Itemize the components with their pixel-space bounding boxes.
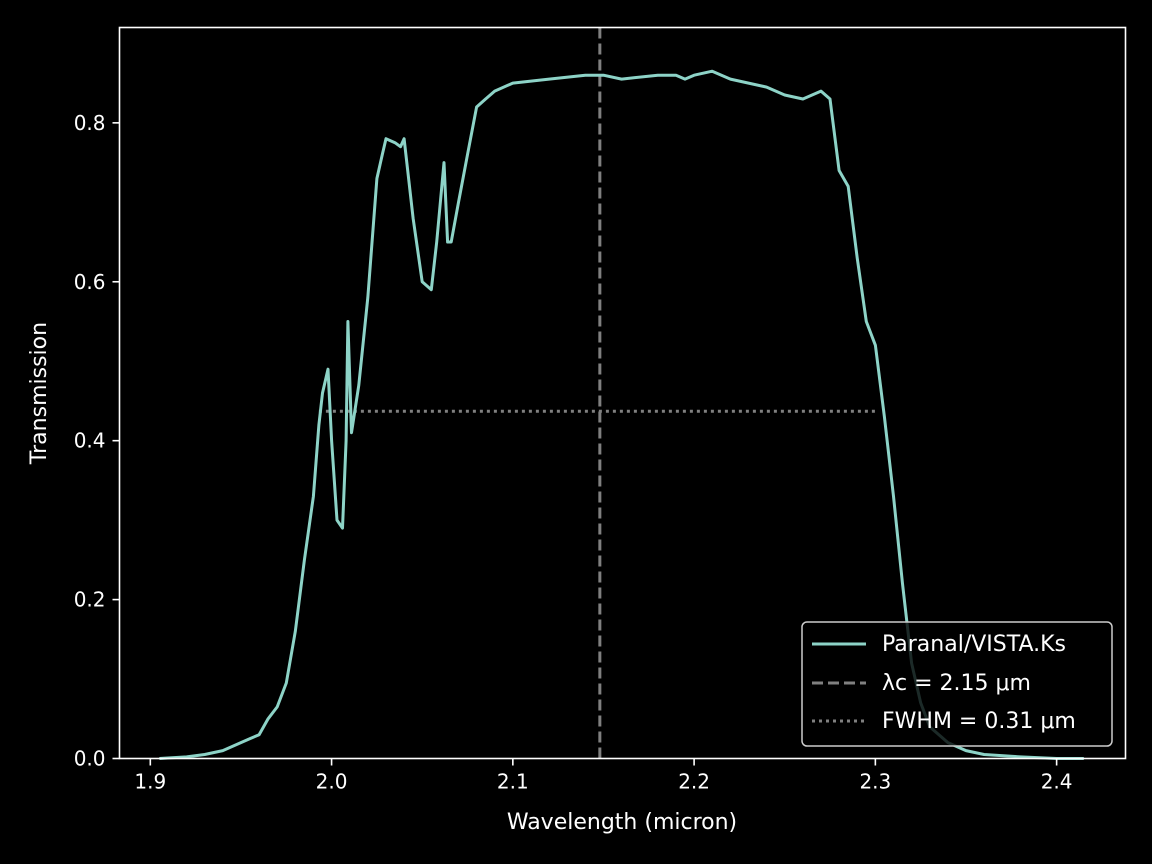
y-tick-label: 0.4 <box>74 429 106 453</box>
legend: Paranal/VISTA.Ks λc = 2.15 μm FWHM = 0.3… <box>801 621 1113 747</box>
x-axis: 1.9 2.0 2.1 2.2 2.3 2.4 <box>134 758 1073 794</box>
y-axis: 0.0 0.2 0.4 0.6 0.8 <box>74 111 120 771</box>
x-tick-label: 1.9 <box>134 770 166 794</box>
x-tick-label: 2.3 <box>859 770 891 794</box>
x-tick-label: 2.0 <box>316 770 348 794</box>
legend-box <box>801 621 1113 747</box>
plot-area <box>159 27 1084 760</box>
series-line-0 <box>159 69 1084 760</box>
x-tick-label: 2.2 <box>678 770 710 794</box>
x-axis-label: Wavelength (micron) <box>507 810 737 835</box>
y-axis-label: Transmission <box>27 322 52 465</box>
x-tick-label: 2.1 <box>497 770 529 794</box>
legend-label-fwhm: FWHM = 0.31 μm <box>882 709 1076 734</box>
legend-label-series: Paranal/VISTA.Ks <box>882 632 1066 657</box>
x-tick-label: 2.4 <box>1041 770 1073 794</box>
axes-frame <box>118 26 1127 760</box>
y-tick-label: 0.0 <box>74 747 106 771</box>
y-tick-label: 0.6 <box>74 270 106 294</box>
y-tick-label: 0.8 <box>74 111 106 135</box>
legend-label-center: λc = 2.15 μm <box>882 671 1031 696</box>
y-tick-label: 0.2 <box>74 588 106 612</box>
